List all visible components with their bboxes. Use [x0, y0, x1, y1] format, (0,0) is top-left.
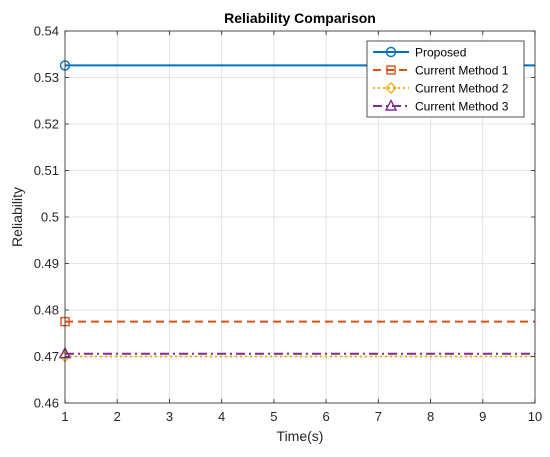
- legend-entry-4: Current Method 3: [415, 100, 509, 114]
- legend-marker-3: [385, 82, 397, 94]
- x-tick-label: 4: [218, 409, 225, 424]
- x-tick-label: 3: [166, 409, 173, 424]
- legend-marker-4: [384, 98, 398, 111]
- x-tick-label: 6: [322, 409, 329, 424]
- x-axis-label: Time(s): [277, 428, 324, 444]
- x-tick-label: 5: [270, 409, 277, 424]
- y-tick-label: 0.46: [34, 396, 59, 411]
- x-tick-label: 1: [61, 409, 68, 424]
- legend-marker-2: [386, 65, 396, 75]
- y-tick-label: 0.47: [34, 349, 59, 364]
- x-tick-label: 9: [479, 409, 486, 424]
- x-tick-label: 8: [427, 409, 434, 424]
- y-tick-label: 0.52: [34, 117, 59, 132]
- y-tick-label: 0.53: [34, 70, 59, 85]
- y-tick-label: 0.54: [34, 24, 59, 39]
- legend-marker-1: [385, 46, 397, 58]
- legend-entry-2: Current Method 1: [415, 64, 509, 78]
- y-tick-label: 0.5: [41, 210, 59, 225]
- y-axis-label: Reliability: [9, 187, 25, 247]
- legend-entry-1: Proposed: [415, 46, 466, 60]
- legend-entry-3: Current Method 2: [415, 82, 509, 96]
- chart-title: Reliability Comparison: [224, 10, 376, 26]
- y-tick-label: 0.49: [34, 256, 59, 271]
- x-tick-label: 10: [528, 409, 542, 424]
- x-tick-label: 2: [114, 409, 121, 424]
- x-axis-ticks: 1 2 3 4 5 6 7 8 9 10: [61, 31, 542, 424]
- x-tick-label: 7: [375, 409, 382, 424]
- legend: Proposed Current Method 1 Current Method 2…: [366, 40, 525, 118]
- y-axis-ticks: 0.46 0.47 0.48 0.49 0.5 0.51 0.52 0.53 0.54: [34, 24, 535, 411]
- y-tick-label: 0.51: [34, 163, 59, 178]
- y-tick-label: 0.48: [34, 303, 59, 318]
